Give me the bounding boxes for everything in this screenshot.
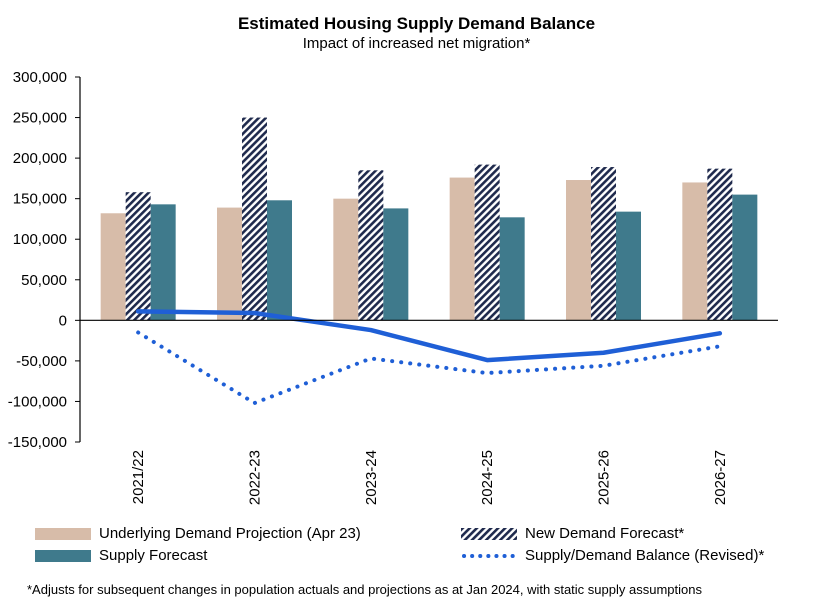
legend-item-supply: Supply Forecast xyxy=(35,547,207,564)
balance-lines xyxy=(135,309,723,406)
y-tick-label: 250,000 xyxy=(13,110,67,127)
legend-label-balance-revised: Supply/Demand Balance (Revised)* xyxy=(525,547,765,564)
bar-underlying-demand-projection-apr-23-2 xyxy=(333,198,359,321)
bar-supply-forecast-3 xyxy=(499,217,525,321)
x-tick-label: 2021/22 xyxy=(130,450,147,504)
line-balance xyxy=(135,309,723,363)
x-tick-label: 2023-24 xyxy=(363,450,380,505)
legend-swatch-supply xyxy=(35,549,91,562)
y-tick-label: -50,000 xyxy=(16,353,67,370)
bar-new-demand-forecast-1 xyxy=(242,117,267,321)
y-tick-label: -100,000 xyxy=(8,393,67,410)
x-axis: 2021/22 2022-23 2023-24 2024-25 2025-26 2026-… xyxy=(80,319,778,505)
y-tick-label: 100,000 xyxy=(13,231,67,248)
bar-underlying-demand-projection-apr-23-1 xyxy=(217,207,242,321)
legend-swatch-new-demand xyxy=(461,527,517,540)
bar-supply-forecast-0 xyxy=(150,204,176,321)
bar-new-demand-forecast-3 xyxy=(474,164,500,321)
line-balance-revised xyxy=(136,330,722,406)
y-tick-label: 200,000 xyxy=(13,150,67,167)
x-tick-label: 2024-25 xyxy=(479,450,496,505)
legend-swatch-balance-revised xyxy=(462,553,517,558)
bar-underlying-demand-projection-apr-23-0 xyxy=(100,213,126,321)
legend-item-new-demand: New Demand Forecast* xyxy=(461,525,684,542)
bar-underlying-demand-projection-apr-23-3 xyxy=(449,177,475,321)
bar-new-demand-forecast-2 xyxy=(358,170,384,321)
footnote: *Adjusts for subsequent changes in popul… xyxy=(27,582,702,597)
bar-supply-forecast-5 xyxy=(732,194,758,321)
chart-subtitle: Impact of increased net migration* xyxy=(302,35,531,52)
bar-supply-forecast-2 xyxy=(383,208,409,321)
y-tick-label: -150,000 xyxy=(8,434,67,451)
x-tick-label: 2025-26 xyxy=(596,450,613,505)
legend-label-supply: Supply Forecast xyxy=(99,547,208,564)
y-tick-label: 50,000 xyxy=(21,272,67,289)
bar-supply-forecast-1 xyxy=(267,200,292,321)
legend-item-underlying: Underlying Demand Projection (Apr 23) xyxy=(35,525,361,542)
y-axis: 300,000 250,000 200,000 150,000 100,000 50,00… xyxy=(8,69,81,451)
y-tick-label: 150,000 xyxy=(13,191,67,208)
chart-title: Estimated Housing Supply Demand Balance xyxy=(237,14,596,33)
bar-new-demand-forecast-5 xyxy=(707,168,733,321)
bar-new-demand-forecast-4 xyxy=(591,167,616,321)
bar-supply-forecast-4 xyxy=(616,211,641,321)
x-tick-label: 2022-23 xyxy=(247,450,264,505)
x-tick-label: 2026-27 xyxy=(712,450,729,505)
y-tick-label: 300,000 xyxy=(13,69,67,86)
legend-label-new-demand: New Demand Forecast* xyxy=(525,525,685,542)
bar-underlying-demand-projection-apr-23-4 xyxy=(566,180,591,321)
legend-item-balance-revised: Supply/Demand Balance (Revised)* xyxy=(461,547,764,564)
bars xyxy=(100,117,758,321)
legend-label-underlying: Underlying Demand Projection (Apr 23) xyxy=(99,525,361,542)
legend-swatch-underlying xyxy=(35,527,91,540)
bar-new-demand-forecast-0 xyxy=(125,192,151,321)
y-tick-label: 0 xyxy=(59,312,67,329)
bar-underlying-demand-projection-apr-23-5 xyxy=(682,182,708,321)
